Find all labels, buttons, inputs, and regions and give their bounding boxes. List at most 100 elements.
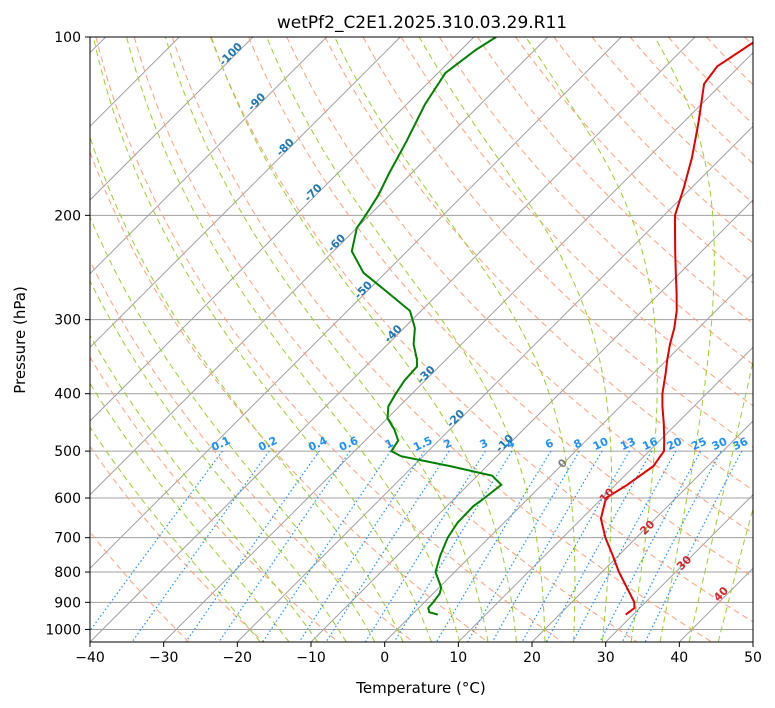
moist-adiabat-line bbox=[90, 426, 261, 642]
dry-adiabat-line bbox=[553, 37, 753, 244]
y-tick-label: 300 bbox=[54, 313, 81, 329]
moist-adiabat-line bbox=[210, 37, 517, 642]
mixing-ratio-line bbox=[599, 450, 702, 642]
dry-adiabat-label: -20 bbox=[444, 407, 467, 430]
dry-adiabat-line bbox=[477, 37, 753, 325]
x-tick-label: 0 bbox=[380, 650, 389, 666]
isotherm-line bbox=[90, 37, 622, 570]
y-tick-label: 800 bbox=[54, 565, 81, 581]
dry-adiabat-line bbox=[286, 37, 753, 534]
plot-frame bbox=[89, 36, 754, 643]
y-tick-label: 500 bbox=[54, 444, 81, 460]
y-tick-label: 1000 bbox=[45, 622, 81, 638]
y-tick-label: 700 bbox=[54, 531, 81, 547]
dry-adiabat-line bbox=[591, 37, 753, 204]
isotherm-line bbox=[90, 37, 549, 496]
dry-adiabat-line bbox=[133, 37, 638, 642]
y-tick-label: 600 bbox=[54, 491, 81, 507]
moist-adiabat-line bbox=[717, 506, 753, 642]
moist-adiabat-line bbox=[334, 37, 576, 642]
dry-adiabat-label: -40 bbox=[382, 322, 405, 345]
mixing-ratio-label: 16 bbox=[640, 435, 660, 453]
x-tick-label: 50 bbox=[744, 650, 762, 666]
dry-adiabat-label: -30 bbox=[415, 363, 438, 386]
isotherm-line bbox=[163, 51, 753, 642]
dry-adiabat-label: -100 bbox=[216, 40, 245, 69]
mixing-ratio-line bbox=[466, 450, 580, 642]
mixing-ratio-label: 3 bbox=[478, 436, 490, 451]
moist-adiabat-line bbox=[90, 215, 376, 642]
moist-adiabat-line bbox=[266, 37, 546, 642]
mixing-ratio-line bbox=[521, 450, 631, 642]
y-tick-label: 400 bbox=[54, 387, 81, 403]
mixing-ratio-line bbox=[364, 450, 486, 642]
dry-adiabat-label: -80 bbox=[274, 135, 297, 158]
chart-title: wetPf2_C2E1.2025.310.03.29.R11 bbox=[277, 13, 567, 33]
isotherm-line bbox=[605, 493, 753, 642]
mixing-ratio-line bbox=[185, 450, 320, 642]
dry-adiabat-label: -70 bbox=[302, 181, 325, 204]
series-line-temperature bbox=[599, 41, 753, 616]
isotherm-line bbox=[531, 420, 753, 642]
isotherm-line bbox=[384, 272, 753, 642]
mixing-ratio-label: 13 bbox=[618, 435, 637, 453]
moist-adiabat-line bbox=[90, 334, 319, 642]
x-tick-label: −30 bbox=[149, 650, 179, 666]
mixing-ratio-label: 25 bbox=[689, 435, 708, 453]
x-tick-label: 10 bbox=[449, 650, 467, 666]
mixing-ratio-line bbox=[393, 450, 513, 642]
mixing-ratio-line bbox=[621, 450, 722, 642]
mixing-ratio-line bbox=[131, 450, 270, 642]
axis-ticks: −40 −30 −20 −10 0 10 20 30 40 50 1000 900 800 700 600 5… bbox=[45, 30, 762, 666]
series-line-dewpoint bbox=[350, 37, 503, 616]
moist-adiabat-line bbox=[418, 37, 613, 642]
mixing-ratio-line bbox=[298, 450, 425, 642]
dry-adiabat-line bbox=[90, 259, 414, 642]
y-tick-label: 900 bbox=[54, 595, 81, 611]
isotherm-line bbox=[457, 346, 753, 642]
dry-adiabat-label: -90 bbox=[245, 90, 268, 113]
mixing-ratio-line bbox=[572, 450, 677, 642]
dry-adiabat-line bbox=[90, 445, 264, 642]
dry-adiabat-line bbox=[90, 150, 488, 642]
mixing-ratio-label: 6 bbox=[543, 436, 556, 451]
moist-adiabat-line bbox=[90, 135, 404, 642]
dry-adiabat-line bbox=[95, 37, 563, 642]
dry-adiabat-line bbox=[210, 37, 753, 623]
isotherm-line bbox=[90, 37, 328, 275]
dry-adiabat-line bbox=[706, 37, 753, 86]
dry-adiabat-line bbox=[438, 37, 753, 366]
moist-adiabat-label: 10 bbox=[597, 485, 617, 505]
dry-adiabat-line bbox=[668, 37, 753, 125]
isotherm-line bbox=[90, 37, 401, 349]
background-grid bbox=[90, 37, 753, 642]
dry-adiabat-line bbox=[248, 37, 753, 578]
mixing-ratio-line bbox=[545, 450, 653, 642]
dry-adiabat-line bbox=[324, 37, 753, 491]
moist-adiabat-line bbox=[525, 37, 658, 642]
dry-adiabat-line bbox=[362, 37, 753, 449]
moist-adiabat-line bbox=[688, 358, 753, 642]
x-tick-label: 20 bbox=[523, 650, 541, 666]
x-tick-label: −10 bbox=[296, 650, 326, 666]
mixing-ratio-line bbox=[218, 450, 351, 642]
y-axis-label: Pressure (hPa) bbox=[11, 286, 29, 394]
x-tick-label: −20 bbox=[223, 650, 253, 666]
mixing-ratio-label: 30 bbox=[710, 435, 730, 453]
dry-adiabat-line bbox=[400, 37, 753, 407]
moist-adiabat-label: 20 bbox=[637, 517, 657, 537]
dry-adiabat-line bbox=[90, 356, 339, 642]
moist-adiabat-line bbox=[654, 37, 715, 642]
moist-adiabat-line bbox=[92, 37, 432, 642]
isotherm-line bbox=[752, 641, 753, 642]
dry-adiabat-label: -60 bbox=[325, 231, 348, 254]
moist-adiabat-line bbox=[164, 37, 489, 642]
line-labels: 0.1 0.2 0.4 0.6 1 1.5 2 3 4 6 8 10 13 16 20 25 30 36-100-… bbox=[209, 40, 750, 604]
mixing-ratio-line bbox=[491, 450, 603, 642]
isotherm-line bbox=[236, 125, 753, 642]
y-tick-label: 200 bbox=[54, 208, 81, 224]
x-tick-label: 40 bbox=[670, 650, 688, 666]
mixing-ratio-label: 10 bbox=[591, 435, 611, 453]
dry-adiabat-line bbox=[171, 37, 712, 642]
